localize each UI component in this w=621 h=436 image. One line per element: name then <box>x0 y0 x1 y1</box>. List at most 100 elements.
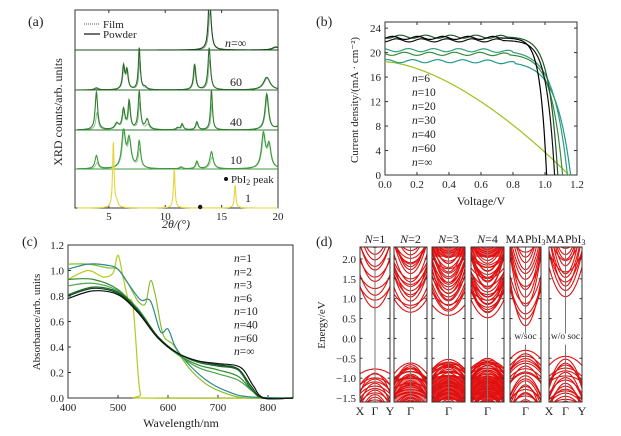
c-ytick-label: 0.8 <box>50 291 64 303</box>
d-subplot-4: MAPbI3 Γw/soc <box>505 232 545 418</box>
a-trace-label: n=∞ <box>225 36 246 50</box>
c-curve-n=2 <box>67 263 294 399</box>
c-curve-n=40 <box>67 286 294 400</box>
a-xtick-label: 20 <box>273 211 285 223</box>
c-legend-entry: n=40 <box>234 320 258 332</box>
legend-film-label: Film <box>103 19 124 31</box>
b-legend-entry: n=∞ <box>412 157 432 169</box>
c-legend-entry: n=1 <box>234 253 252 265</box>
a-film-trace-1 <box>77 58 279 91</box>
b-xtick-label: 0.4 <box>442 179 456 191</box>
panel-d-ylabel: Energy/eV <box>316 301 328 349</box>
a-film-trace-3 <box>77 130 279 170</box>
panel-b-label: (b) <box>316 15 333 30</box>
c-ytick-label: 1.2 <box>50 240 64 252</box>
c-legend-entry: n=2 <box>234 266 252 278</box>
b-xtick-label: 1.2 <box>570 179 584 191</box>
b-xtick-label: 1.0 <box>538 179 552 191</box>
d-subplot-0: N=1 X Γ Y <box>356 232 395 418</box>
pbi2-legend-marker <box>224 177 228 181</box>
a-powder-trace-1 <box>77 47 279 91</box>
b-curve-n=40 <box>384 34 559 176</box>
d-subplot-3: N=4 Γ <box>470 232 505 418</box>
d-kpoint-label: X <box>356 404 365 418</box>
d-subplot-title: N=2 <box>399 232 421 246</box>
panel-b-legend: n=6 n=10 n=20 n=30 n=40 n=60 n=∞ <box>412 73 436 169</box>
d-kpoint-label: Γ <box>562 404 569 418</box>
a-powder-trace-3 <box>77 128 279 170</box>
d-subplot-frame <box>548 246 583 403</box>
c-curve-n=10 <box>67 278 294 400</box>
c-xtick-label: 400 <box>60 402 77 414</box>
c-curve-n=60 <box>67 287 294 400</box>
b-legend-entry: n=60 <box>412 143 436 155</box>
b-curve-n=10 <box>384 58 572 176</box>
panel-c-frame <box>67 244 294 399</box>
b-curve-n=∞ <box>384 35 548 176</box>
c-ytick-label: 0.0 <box>50 393 64 405</box>
d-subplot-frame <box>431 246 466 403</box>
panel-b-xlabel: Voltage/V <box>457 194 506 208</box>
d-subplot-2: N=3 Γ <box>431 232 466 418</box>
d-subplot-title: N=3 <box>437 232 459 246</box>
a-trace-label: 40 <box>230 115 242 129</box>
c-xtick-label: 500 <box>110 402 127 414</box>
a-trace-label: 60 <box>230 75 242 89</box>
a-film-trace-2 <box>77 94 279 131</box>
d-ytick-label: 0.0 <box>342 333 356 345</box>
b-legend-entry: n=6 <box>412 73 430 85</box>
panel-b-ylabel: Current density/(mA · cm⁻²) <box>349 37 361 163</box>
d-kpoint-label: Γ <box>522 404 529 418</box>
c-legend-entry: n=60 <box>234 333 258 345</box>
c-xtick-label: 700 <box>210 402 227 414</box>
d-kpoint-label: Y <box>578 404 587 418</box>
b-legend-entry: n=10 <box>412 87 436 99</box>
d-subplot-frame <box>509 246 542 403</box>
d-ytick-label: −1.0 <box>336 373 356 385</box>
c-curve-n=3 <box>67 263 294 399</box>
panel-d-bandstructure: (d) Energy/eV −1.5 −1.0 −0.5 0.0 0.5 1.0 1.5 2.… <box>316 232 587 418</box>
panel-d-label: (d) <box>316 235 333 250</box>
c-curve-n=6 <box>67 282 294 400</box>
panel-c-label: (c) <box>22 235 38 250</box>
b-ytick-label: 16 <box>370 72 382 84</box>
c-ytick-label: 0.6 <box>50 317 64 329</box>
d-ytick-label: 1.0 <box>342 294 356 306</box>
d-subplot-title: MAPbI3 <box>545 232 585 247</box>
panel-a-legend: Film Powder <box>84 19 137 41</box>
b-xtick-label: 0.2 <box>410 179 424 191</box>
c-legend-entry: n=3 <box>234 280 252 292</box>
c-xtick-label: 800 <box>260 402 277 414</box>
d-kpoint-label: Γ <box>484 404 491 418</box>
b-ytick-label: 8 <box>376 121 382 133</box>
panel-c-legend: n=1n=2 n=3n=6n=10 n=40n=60n=∞ <box>234 253 258 358</box>
d-inset-bg <box>511 333 540 345</box>
panel-a-plot-area: 5 10 15 20 n=∞ 60 40 10 1 <box>74 9 285 223</box>
panel-a-ylabel: XRD counts/arb. units <box>51 58 65 166</box>
d-ytick-label: −1.5 <box>336 393 356 405</box>
pbi2-annotation: PbI2 peak <box>224 174 274 187</box>
d-subplot-frame <box>393 246 428 403</box>
b-ytick-label: 12 <box>370 97 381 109</box>
b-xtick-label: 0.0 <box>378 179 392 191</box>
b-legend-entry: n=30 <box>412 115 436 127</box>
d-kpoint-label: X <box>545 404 554 418</box>
c-curve-n=1 <box>67 254 294 399</box>
d-subplot-1: N=2 Γ <box>393 232 428 418</box>
d-ytick-label: 1.5 <box>342 274 356 286</box>
d-subplot-title: N=1 <box>364 232 386 246</box>
d-ytick-label: −0.5 <box>336 353 356 365</box>
b-ytick-label: 0 <box>376 170 382 182</box>
a-xtick-label: 15 <box>216 211 228 223</box>
panel-c-ylabel: Absorbance/arb. units <box>31 274 43 371</box>
panel-a-frame <box>74 9 279 209</box>
b-ytick-label: 4 <box>376 146 382 158</box>
d-subplot-5: MAPbI3 X Γ Yw/o soc <box>545 232 587 418</box>
c-legend-entry: n=6 <box>234 293 252 305</box>
panel-a-label: (a) <box>28 15 44 30</box>
d-ytick-label: 2.0 <box>342 254 356 266</box>
c-ytick-label: 1.0 <box>50 266 64 278</box>
d-kpoint-label: Y <box>386 404 395 418</box>
panel-c-absorbance: (c) Absorbance/arb. units Wavelength/nm … <box>22 235 294 430</box>
